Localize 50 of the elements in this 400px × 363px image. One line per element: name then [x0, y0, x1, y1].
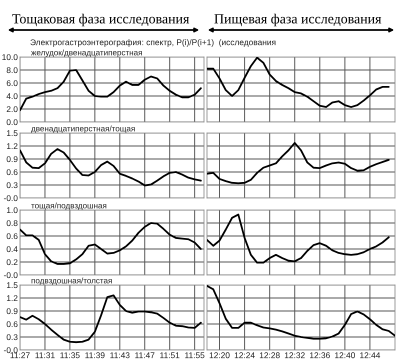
y-tick-label: 0.9 — [6, 156, 18, 162]
line-series — [20, 222, 202, 265]
y-tick-label: 4.0 — [6, 93, 18, 100]
y-tick-label: 1.5 — [6, 282, 18, 288]
x-tick-label: 12:24 — [234, 352, 255, 358]
y-tick-label: 1.2 — [6, 143, 18, 150]
y-tick-label: 0.9 — [6, 308, 18, 314]
text: Тощаковая фаза исследования — [12, 14, 190, 26]
y-tick-label: 6.0 — [6, 80, 18, 86]
y-tick-label: 0.6 — [6, 233, 18, 240]
line-series — [20, 294, 202, 344]
x-tick-label: 11:43 — [110, 352, 130, 358]
x-tick-label: 12:40 — [335, 352, 355, 358]
x-tick-label: 12:28 — [260, 352, 280, 358]
y-tick-label: 0.0 — [6, 119, 18, 126]
y-tick-label: -0.0 — [4, 272, 18, 278]
x-tick-label: 11:51 — [160, 352, 180, 358]
x-tick-label: 11:47 — [135, 352, 154, 358]
y-tick-label: 0.4 — [6, 246, 18, 252]
y-tick-label: 1.0 — [6, 207, 18, 214]
chart-title: подвздошная/толстая — [32, 277, 112, 285]
y-tick-label: 0.3 — [6, 182, 18, 188]
y-tick-label: 0.6 — [6, 169, 18, 176]
y-tick-label: 1.2 — [6, 295, 18, 302]
y-tick-label: 0.8 — [6, 220, 18, 226]
y-tick-label: 0.3 — [6, 334, 18, 340]
text: Пищевая фаза исследования — [214, 14, 382, 26]
x-tick-label: 12:36 — [310, 352, 330, 358]
x-tick-label: 11:27 — [10, 352, 30, 358]
y-tick-label: 0.2 — [6, 259, 18, 266]
y-tick-label: -0.0 — [4, 195, 18, 202]
y-tick-label: 1.5 — [6, 130, 18, 136]
y-tick-label: 2.0 — [6, 106, 18, 112]
x-tick-label: 11:55 — [185, 352, 204, 358]
text: Электрогастроэнтерография: спектр, P(i)/P(i+1) (исследования — [30, 39, 276, 47]
x-tick-label: 12:32 — [284, 352, 305, 358]
x-tick-label: 11:39 — [85, 352, 105, 358]
chart-title: двенадцатиперстная/тощая — [31, 125, 135, 133]
x-tick-label: 12:44 — [360, 352, 380, 358]
line-series — [20, 148, 202, 186]
y-tick-label: 10.0 — [2, 54, 18, 60]
x-tick-label: 11:31 — [35, 352, 55, 358]
line-series — [20, 69, 202, 112]
y-tick-label: 0.6 — [6, 321, 18, 328]
x-tick-label: 11:35 — [60, 352, 80, 358]
y-tick-label: -0.0 — [4, 347, 18, 354]
y-tick-label: 8.0 — [6, 67, 18, 74]
chart-title: тощая/подвздошная — [31, 202, 106, 210]
chart-title: желудок/двенадцатиперстная — [31, 49, 142, 57]
x-tick-label: 12:20 — [210, 352, 230, 358]
